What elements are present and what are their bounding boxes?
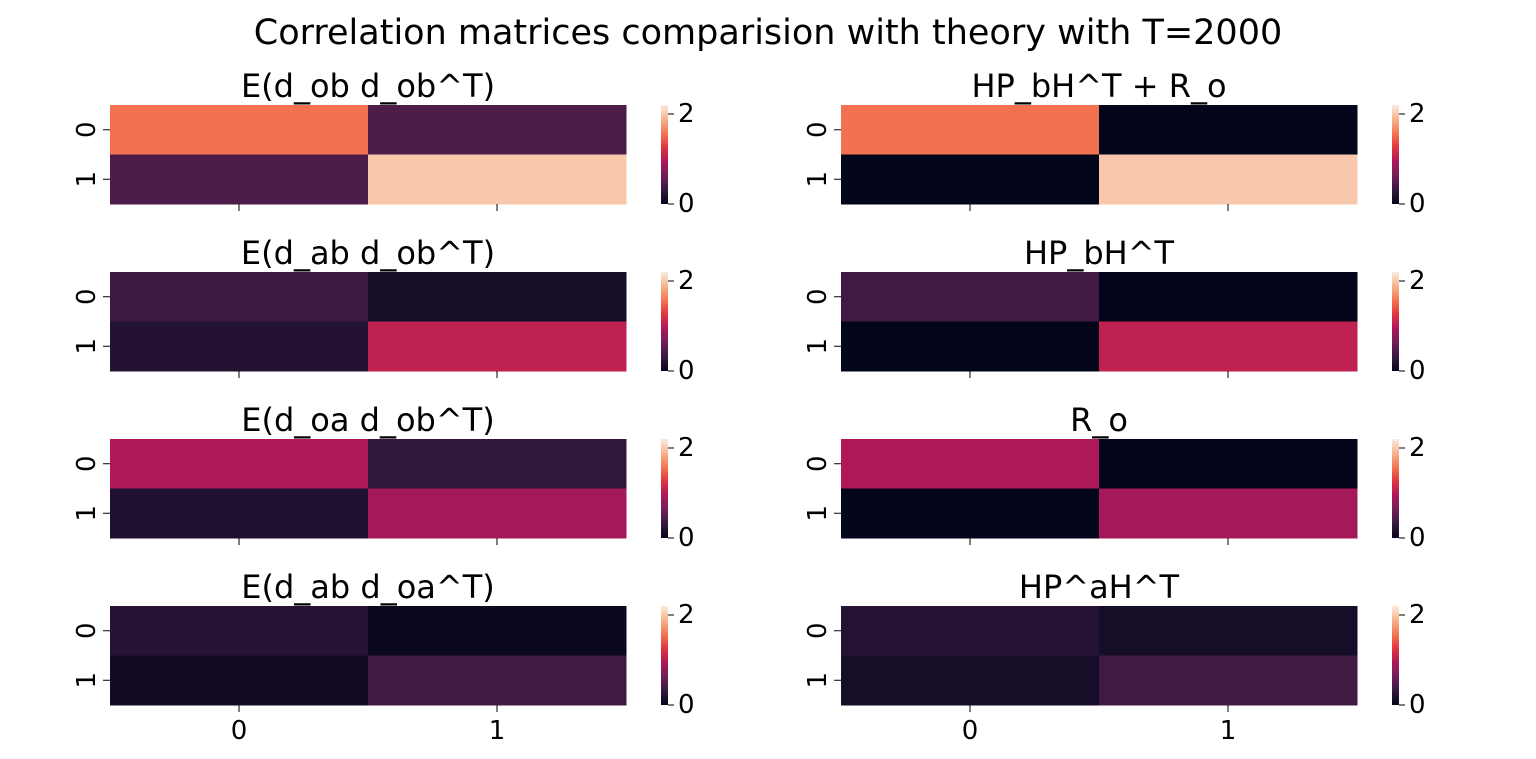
y-tick-label: 0: [803, 455, 833, 472]
heatmap-panel: HP_bH^T 0 1 0 2: [803, 234, 1426, 386]
heatmap-cell: [368, 655, 627, 706]
colorbar: [1392, 606, 1399, 705]
panel-title: E(d_ab d_oa^T): [241, 568, 494, 606]
colorbar-tick-label: 2: [1409, 99, 1426, 129]
heatmap-cell: [841, 321, 1100, 372]
y-tick-label: 1: [72, 338, 102, 355]
heatmap-cell: [1099, 272, 1358, 322]
y-tick-label: 0: [803, 288, 833, 305]
heatmap-cell: [841, 439, 1100, 489]
colorbar-tick-label: 2: [678, 600, 695, 630]
colorbar-tick-label: 2: [1409, 433, 1426, 463]
heatmap-cell: [1099, 488, 1358, 539]
colorbar: [1392, 439, 1399, 538]
y-tick-label: 0: [72, 288, 102, 305]
heatmap-cell: [1099, 606, 1358, 656]
y-tick-label: 1: [803, 171, 833, 188]
heatmap-panel: E(d_ab d_ob^T) 0 1 0 2: [72, 234, 695, 386]
heatmap-cell: [110, 655, 369, 706]
colorbar: [1392, 272, 1399, 371]
heatmap-cell: [368, 488, 627, 539]
heatmap-cell: [1099, 321, 1358, 372]
y-tick-label: 0: [72, 622, 102, 639]
panel-title: E(d_ob d_ob^T): [241, 67, 495, 105]
colorbar-tick-label: 0: [678, 690, 695, 720]
heatmap-cell: [1099, 105, 1358, 155]
panel-title: HP_bH^T + R_o: [971, 67, 1226, 105]
heatmap-panel: E(d_ob d_ob^T) 0 1 0 2: [72, 67, 695, 219]
heatmap-cell: [110, 488, 369, 539]
panel-title: E(d_ab d_ob^T): [241, 234, 495, 272]
y-tick-label: 0: [803, 622, 833, 639]
heatmap-cell: [841, 488, 1100, 539]
heatmap-cell: [110, 272, 369, 322]
colorbar-tick-label: 2: [678, 433, 695, 463]
x-tick-label: 1: [489, 716, 506, 746]
heatmap-cell: [841, 655, 1100, 706]
colorbar-tick-label: 2: [678, 99, 695, 129]
colorbar-tick-label: 2: [1409, 600, 1426, 630]
heatmap-cell: [110, 154, 369, 205]
heatmap-cell: [841, 105, 1100, 155]
colorbar: [661, 272, 668, 371]
heatmap-cell: [1099, 439, 1358, 489]
y-tick-label: 0: [803, 121, 833, 138]
heatmap-cell: [841, 154, 1100, 205]
heatmap-cell: [368, 154, 627, 205]
y-tick-label: 1: [803, 505, 833, 522]
y-tick-label: 1: [72, 672, 102, 689]
heatmap-cell: [368, 105, 627, 155]
colorbar-tick-label: 2: [678, 266, 695, 296]
panel-title: E(d_oa d_ob^T): [241, 401, 494, 439]
panel-title: HP_bH^T: [1024, 234, 1175, 272]
colorbar-tick-label: 2: [1409, 266, 1426, 296]
heatmap-panel: E(d_ab d_oa^T) 0 1 0 1 0 2: [72, 568, 695, 746]
heatmap-cell: [368, 321, 627, 372]
x-tick-label: 0: [962, 716, 979, 746]
colorbar: [1392, 105, 1399, 204]
heatmap-panel: R_o 0 1 0 2: [803, 401, 1426, 553]
y-tick-label: 0: [72, 455, 102, 472]
figure-title: Correlation matrices comparision with th…: [254, 13, 1282, 53]
colorbar-tick-label: 0: [678, 356, 695, 386]
heatmap-panel: HP^aH^T 0 1 0 1 0 2: [803, 568, 1426, 746]
heatmap-cell: [1099, 154, 1358, 205]
heatmap-cell: [110, 105, 369, 155]
y-tick-label: 0: [72, 121, 102, 138]
colorbar-tick-label: 0: [1409, 356, 1426, 386]
y-tick-label: 1: [803, 338, 833, 355]
panel-title: HP^aH^T: [1019, 568, 1180, 606]
heatmap-panel: E(d_oa d_ob^T) 0 1 0 2: [72, 401, 695, 553]
y-tick-label: 1: [803, 672, 833, 689]
heatmap-cell: [841, 606, 1100, 656]
colorbar-tick-label: 0: [1409, 189, 1426, 219]
colorbar: [661, 439, 668, 538]
panel-title: R_o: [1070, 401, 1128, 439]
heatmap-cell: [110, 606, 369, 656]
heatmap-cell: [110, 439, 369, 489]
y-tick-label: 1: [72, 171, 102, 188]
colorbar-tick-label: 0: [678, 189, 695, 219]
heatmap-cell: [841, 272, 1100, 322]
heatmap-panel: HP_bH^T + R_o 0 1 0 2: [803, 67, 1426, 219]
heatmap-cell: [368, 606, 627, 656]
y-tick-label: 1: [72, 505, 102, 522]
colorbar-tick-label: 0: [1409, 523, 1426, 553]
colorbar: [661, 105, 668, 204]
colorbar: [661, 606, 668, 705]
heatmap-cell: [368, 272, 627, 322]
x-tick-label: 1: [1220, 716, 1237, 746]
heatmap-cell: [110, 321, 369, 372]
colorbar-tick-label: 0: [1409, 690, 1426, 720]
heatmap-cell: [1099, 655, 1358, 706]
heatmap-cell: [368, 439, 627, 489]
x-tick-label: 0: [231, 716, 248, 746]
colorbar-tick-label: 0: [678, 523, 695, 553]
